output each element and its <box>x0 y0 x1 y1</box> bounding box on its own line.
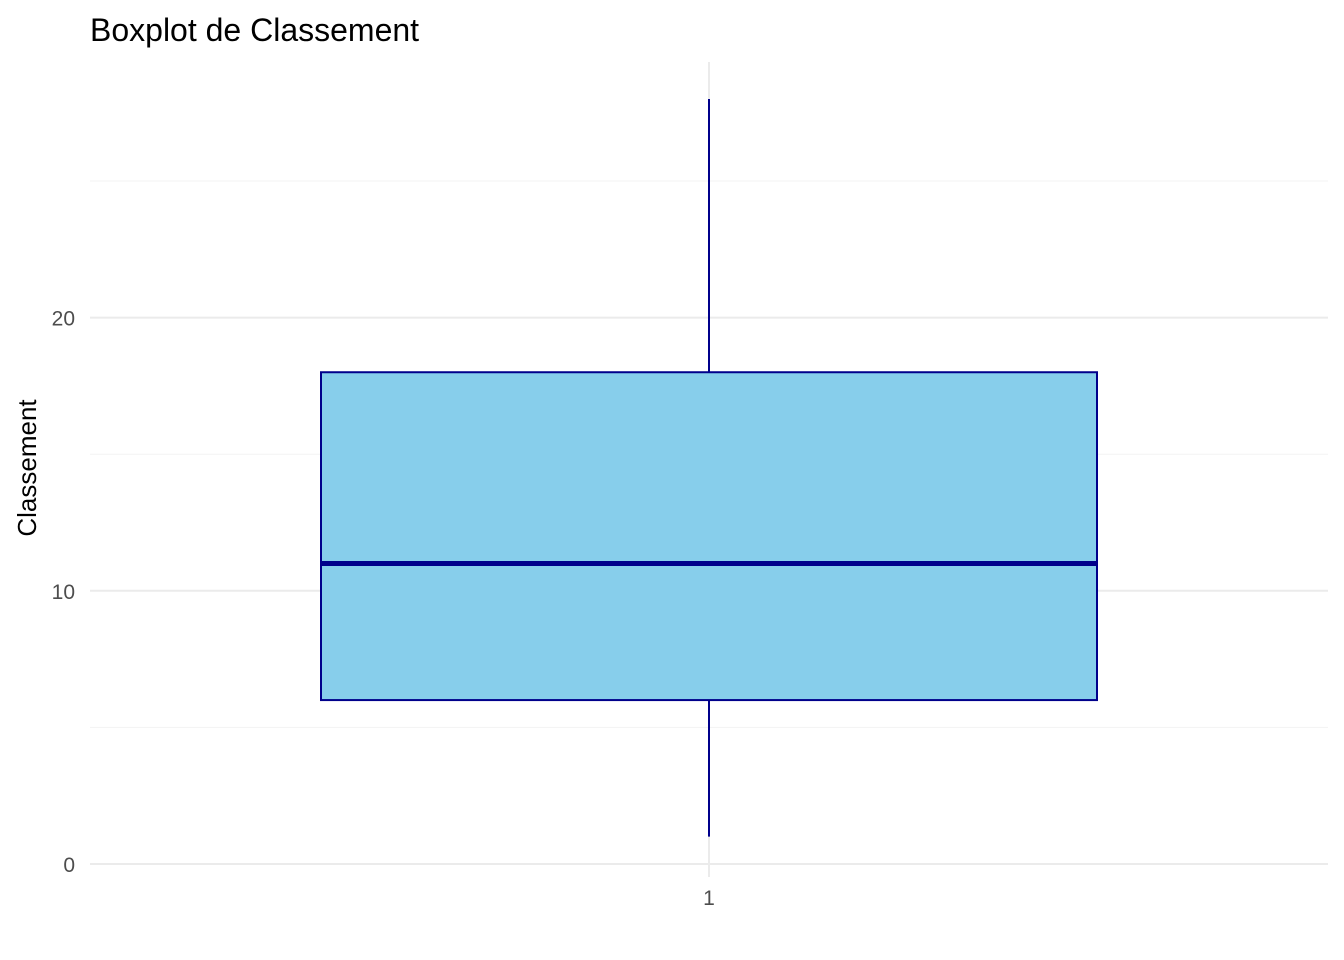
x-tick-label: 1 <box>703 887 715 910</box>
y-axis-label: Classement <box>12 399 42 537</box>
y-tick-label: 20 <box>52 308 75 331</box>
axis-ticks: 0 10 20 1 <box>52 308 715 910</box>
y-tick-label: 10 <box>52 581 75 604</box>
chart-title: Boxplot de Classement <box>90 12 419 48</box>
box-iqr <box>320 371 1098 702</box>
box-layer <box>320 99 1098 837</box>
y-tick-label: 0 <box>63 854 75 877</box>
